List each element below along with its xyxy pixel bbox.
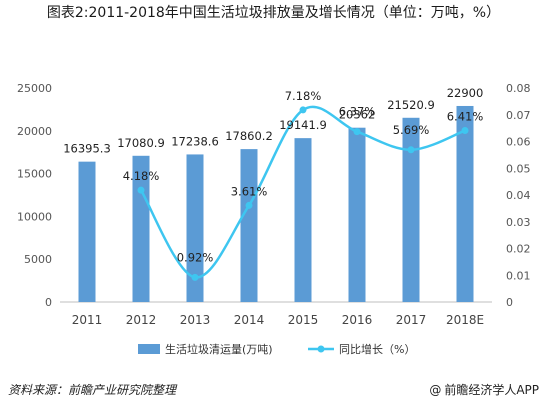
- x-tick-label: 2011: [72, 313, 103, 327]
- y-right-tick-label: 0.01: [506, 269, 531, 282]
- bar-value-label: 19141.9: [279, 118, 327, 132]
- y-right-tick-label: 0.03: [506, 216, 531, 229]
- x-tick-label: 2018E: [446, 313, 484, 327]
- legend-bar-label: 生活垃圾清运量(万吨): [165, 342, 273, 356]
- y-left-tick-label: 15000: [17, 168, 52, 181]
- legend-line-label: 同比增长（%）: [339, 342, 415, 356]
- y-right-tick-label: 0.02: [506, 243, 531, 256]
- legend-line-marker: [317, 345, 325, 353]
- bar: [132, 155, 150, 302]
- brand-credit: @ 前瞻经济学人APP: [429, 381, 539, 398]
- growth-point: [245, 201, 253, 209]
- source-note: 资料来源：前瞻产业研究院整理: [8, 383, 177, 397]
- bar: [402, 117, 420, 302]
- line-value-label: 7.18%: [285, 89, 322, 103]
- bar: [456, 105, 474, 302]
- legend-bar-swatch: [138, 344, 160, 354]
- brand-name: 前瞻经济学人APP: [444, 383, 539, 397]
- y-right-tick-label: 0.05: [506, 162, 531, 175]
- line-value-label: 4.18%: [123, 169, 160, 183]
- growth-point: [191, 273, 199, 281]
- y-right-tick-label: 0.04: [506, 189, 531, 202]
- x-tick-label: 2012: [126, 313, 157, 327]
- bar-value-label: 17080.9: [117, 136, 165, 150]
- bar: [240, 149, 258, 302]
- bar-value-label: 17860.2: [225, 129, 273, 143]
- bar-value-label: 20362: [339, 108, 376, 122]
- line-value-label: 0.92%: [177, 250, 214, 264]
- bar-value-label: 22900: [447, 86, 484, 100]
- at-icon: @: [429, 383, 442, 397]
- bar-value-label: 17238.6: [171, 134, 219, 148]
- x-tick-label: 2017: [396, 313, 427, 327]
- y-right-tick-label: 0.07: [506, 109, 531, 122]
- y-left-tick-label: 25000: [17, 82, 52, 95]
- growth-point: [461, 127, 469, 135]
- growth-point: [407, 146, 415, 154]
- line-value-label: 6.37%: [339, 105, 376, 119]
- growth-point: [353, 128, 361, 136]
- y-left-tick-label: 0: [45, 296, 52, 309]
- line-value-label: 3.61%: [231, 184, 268, 198]
- x-tick-label: 2015: [288, 313, 319, 327]
- growth-point: [137, 186, 145, 194]
- growth-point: [299, 106, 307, 114]
- line-value-label: 6.41%: [447, 110, 484, 124]
- x-tick-label: 2013: [180, 313, 211, 327]
- y-left-tick-label: 20000: [17, 125, 52, 138]
- y-right-tick-label: 0.06: [506, 136, 531, 149]
- y-left-tick-label: 5000: [24, 253, 52, 266]
- footer: 资料来源：前瞻产业研究院整理 @ 前瞻经济学人APP: [0, 381, 547, 403]
- bar: [78, 161, 96, 302]
- bar-value-label: 16395.3: [63, 142, 111, 156]
- x-tick-label: 2016: [342, 313, 373, 327]
- chart-title: 图表2:2011-2018年中国生活垃圾排放量及增长情况（单位：万吨，%）: [46, 5, 501, 21]
- y-right-tick-label: 0: [506, 296, 513, 309]
- y-right-tick-label: 0.08: [506, 82, 531, 95]
- y-left-tick-label: 10000: [17, 210, 52, 223]
- chart: 0 5000 10000 15000 20000 25000 0 0.01 0.02 0.03 0.…: [17, 82, 531, 356]
- bar-value-label: 21520.9: [387, 98, 435, 112]
- bar: [348, 127, 366, 302]
- line-value-label: 5.69%: [393, 123, 430, 137]
- x-tick-label: 2014: [234, 313, 265, 327]
- bar: [294, 138, 312, 302]
- bar: [186, 154, 204, 302]
